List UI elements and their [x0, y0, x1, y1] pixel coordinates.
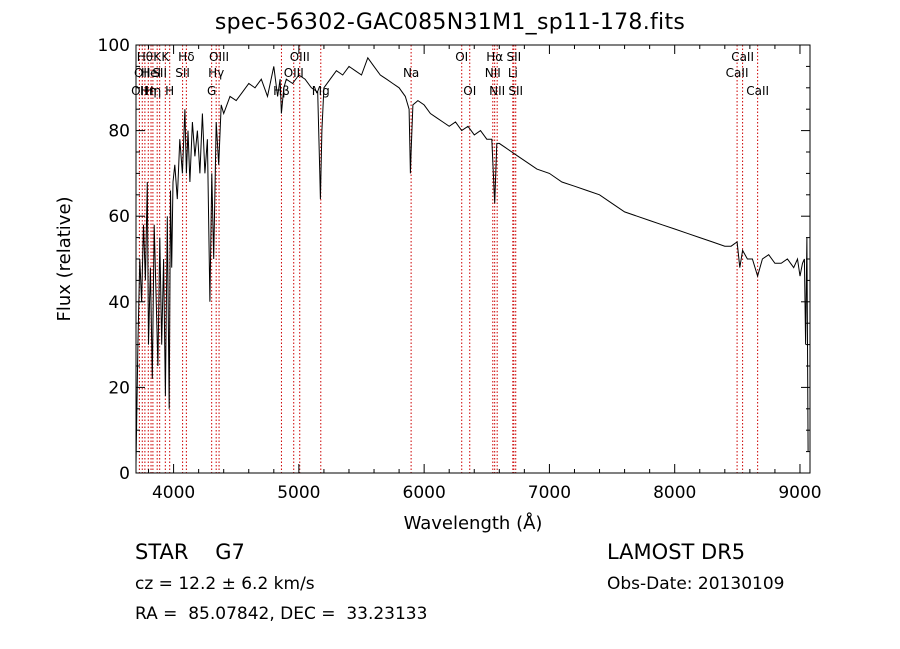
ra-value: 85.07842,: [182, 604, 275, 624]
line-marker-label: OII: [131, 84, 148, 98]
x-tick-label: 4000: [152, 483, 195, 503]
x-axis-ticks: 4000 5000 6000 7000 8000 9000: [148, 45, 822, 503]
line-marker-label: Hγ: [208, 66, 224, 80]
line-marker-label: Mg: [312, 84, 330, 98]
y-tick-label: 0: [119, 464, 130, 484]
y-tick-label: 20: [108, 378, 130, 398]
y-tick-label: 80: [108, 122, 130, 142]
line-marker-layer: [138, 45, 759, 473]
line-marker-label: OIII: [290, 50, 310, 64]
x-axis-label: Wavelength (Å): [404, 512, 543, 534]
ra-label: RA =: [135, 604, 183, 624]
coordinates: RA = 85.07842, DEC = 33.23133: [135, 604, 427, 624]
y-tick-label: 60: [108, 207, 130, 227]
redshift-cz: cz = 12.2 ± 6.2 km/s: [135, 574, 315, 594]
line-marker-label: OIII: [284, 66, 304, 80]
line-marker-label: NII: [485, 66, 501, 80]
x-tick-label: 7000: [528, 483, 571, 503]
line-marker-label: OI: [455, 50, 468, 64]
dec-label: DEC =: [274, 604, 341, 624]
line-marker-label: OI: [463, 84, 476, 98]
line-marker-label: HeI: [141, 66, 161, 80]
line-marker-label: SII: [175, 66, 190, 80]
object-class: STAR: [135, 540, 189, 564]
line-marker-label: Hδ: [178, 50, 194, 64]
chart-title: spec-56302-GAC085N31M1_sp11-178.fits: [214, 10, 686, 35]
y-axis-label: Flux (relative): [54, 196, 75, 321]
line-marker-label-layer: OIIOIIHθHηHeIHηKSIIKHSIIHδGHγOIIIHβOIIIO…: [131, 50, 769, 98]
survey-name: LAMOST DR5: [607, 540, 746, 564]
line-marker-label: K: [153, 50, 162, 64]
line-marker-label: Na: [403, 66, 419, 80]
line-marker-label: CaII: [726, 66, 749, 80]
plot-frame: [135, 44, 811, 474]
object-classification: STAR G7: [135, 540, 245, 564]
line-marker-label: G: [207, 84, 216, 98]
line-marker-label: Hη: [140, 84, 157, 98]
line-marker-label: NII: [489, 84, 505, 98]
y-tick-label: 100: [98, 36, 130, 56]
line-marker-label: K: [161, 50, 170, 64]
spectrum-series-line: [135, 56, 809, 465]
object-subclass: G7: [215, 540, 245, 564]
observation-date: Obs-Date: 20130109: [607, 574, 785, 594]
line-marker-label: Li: [508, 66, 518, 80]
line-marker-label: OII: [134, 66, 151, 80]
line-marker-label: Hβ: [273, 84, 290, 98]
y-axis-ticks: 0 20 40 60 80 100: [98, 36, 810, 484]
line-marker-label: SII: [506, 50, 521, 64]
line-marker-label: SII: [508, 84, 523, 98]
line-marker-label: OIII: [209, 50, 229, 64]
line-marker-label: Hη: [145, 84, 162, 98]
line-marker-label: Hθ: [137, 50, 153, 64]
dec-value: 33.23133: [340, 604, 428, 624]
y-tick-label: 40: [108, 293, 130, 313]
line-marker-label: CaII: [731, 50, 754, 64]
x-tick-label: 9000: [778, 483, 821, 503]
line-marker-label: Hα: [486, 50, 503, 64]
line-marker-label: CaII: [746, 84, 769, 98]
x-tick-label: 5000: [277, 483, 320, 503]
x-tick-label: 8000: [653, 483, 696, 503]
line-marker-label: H: [165, 84, 174, 98]
line-marker-label: SII: [152, 66, 167, 80]
x-tick-label: 6000: [403, 483, 446, 503]
